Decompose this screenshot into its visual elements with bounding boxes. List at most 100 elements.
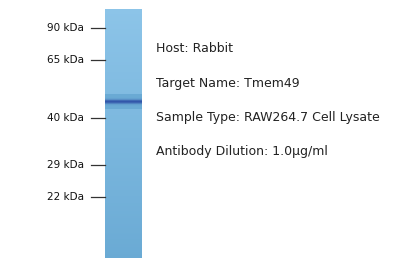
Bar [104, 226, 142, 228]
Bar [104, 231, 142, 233]
Bar [104, 234, 142, 236]
Bar [104, 19, 142, 21]
Bar [104, 165, 142, 167]
Text: 90 kDa: 90 kDa [47, 23, 84, 33]
Bar [104, 216, 142, 218]
Bar [104, 128, 142, 130]
Bar [104, 105, 142, 106]
Bar [104, 150, 142, 152]
Bar [104, 163, 142, 165]
Bar [104, 67, 142, 69]
Bar [104, 123, 142, 125]
Bar [104, 62, 142, 64]
Bar [104, 161, 142, 163]
Bar [104, 47, 142, 49]
Bar [104, 101, 142, 102]
Bar [104, 95, 142, 97]
Bar [104, 248, 142, 249]
Bar [104, 100, 142, 101]
Bar [104, 239, 142, 241]
Bar [104, 132, 142, 134]
Text: Antibody Dilution: 1.0µg/ml: Antibody Dilution: 1.0µg/ml [156, 146, 328, 159]
Bar [104, 97, 142, 98]
Bar [104, 140, 142, 142]
Bar [104, 52, 142, 54]
Bar [104, 110, 142, 112]
Bar [104, 188, 142, 190]
Bar [104, 190, 142, 191]
Bar [104, 193, 142, 195]
Bar [104, 103, 142, 105]
Bar [104, 99, 142, 100]
Bar [104, 41, 142, 42]
Bar [104, 191, 142, 193]
Bar [104, 26, 142, 28]
Bar [104, 108, 142, 109]
Bar [104, 9, 142, 11]
Bar [104, 242, 142, 244]
Bar [104, 236, 142, 238]
Bar [104, 107, 142, 109]
Bar [104, 113, 142, 115]
Bar [104, 143, 142, 145]
Bar [104, 205, 142, 206]
Bar [104, 145, 142, 147]
Bar [104, 39, 142, 41]
Bar [104, 31, 142, 33]
Bar [104, 87, 142, 89]
Bar [104, 256, 142, 258]
Bar [104, 127, 142, 128]
Bar [104, 178, 142, 180]
Bar [104, 155, 142, 157]
Bar [104, 108, 142, 110]
Bar [104, 100, 142, 102]
Bar [104, 120, 142, 122]
Bar [104, 156, 142, 158]
Bar [104, 254, 142, 256]
Bar [104, 168, 142, 170]
Bar [104, 180, 142, 182]
Bar [104, 96, 142, 97]
Bar [104, 181, 142, 183]
Bar [104, 96, 142, 97]
Bar [104, 209, 142, 211]
Bar [104, 183, 142, 185]
Bar [104, 214, 142, 216]
Bar [104, 54, 142, 56]
Bar [104, 186, 142, 188]
Bar [104, 105, 142, 106]
Bar [104, 136, 142, 139]
Bar [104, 42, 142, 44]
Bar [104, 29, 142, 31]
Bar [104, 219, 142, 221]
Bar [104, 107, 142, 108]
Bar [104, 108, 142, 109]
Bar [104, 176, 142, 178]
Bar [104, 233, 142, 234]
Bar [104, 84, 142, 85]
Bar [104, 184, 142, 186]
Bar [104, 22, 142, 24]
Text: Target Name: Tmem49: Target Name: Tmem49 [156, 77, 300, 90]
Bar [104, 253, 142, 254]
Bar [104, 72, 142, 74]
Bar [104, 99, 142, 100]
Bar [104, 64, 142, 66]
Bar [104, 171, 142, 173]
Bar [104, 244, 142, 246]
Bar [104, 90, 142, 92]
Bar [104, 208, 142, 210]
Bar [104, 77, 142, 79]
Bar [104, 102, 142, 103]
Bar [104, 151, 142, 153]
Bar [104, 158, 142, 160]
Bar [104, 45, 142, 48]
Bar [104, 223, 142, 225]
Bar [104, 105, 142, 107]
Bar [104, 60, 142, 62]
Bar [104, 70, 142, 72]
Bar [104, 170, 142, 172]
Bar [104, 148, 142, 150]
Bar [104, 101, 142, 102]
Bar [104, 85, 142, 87]
